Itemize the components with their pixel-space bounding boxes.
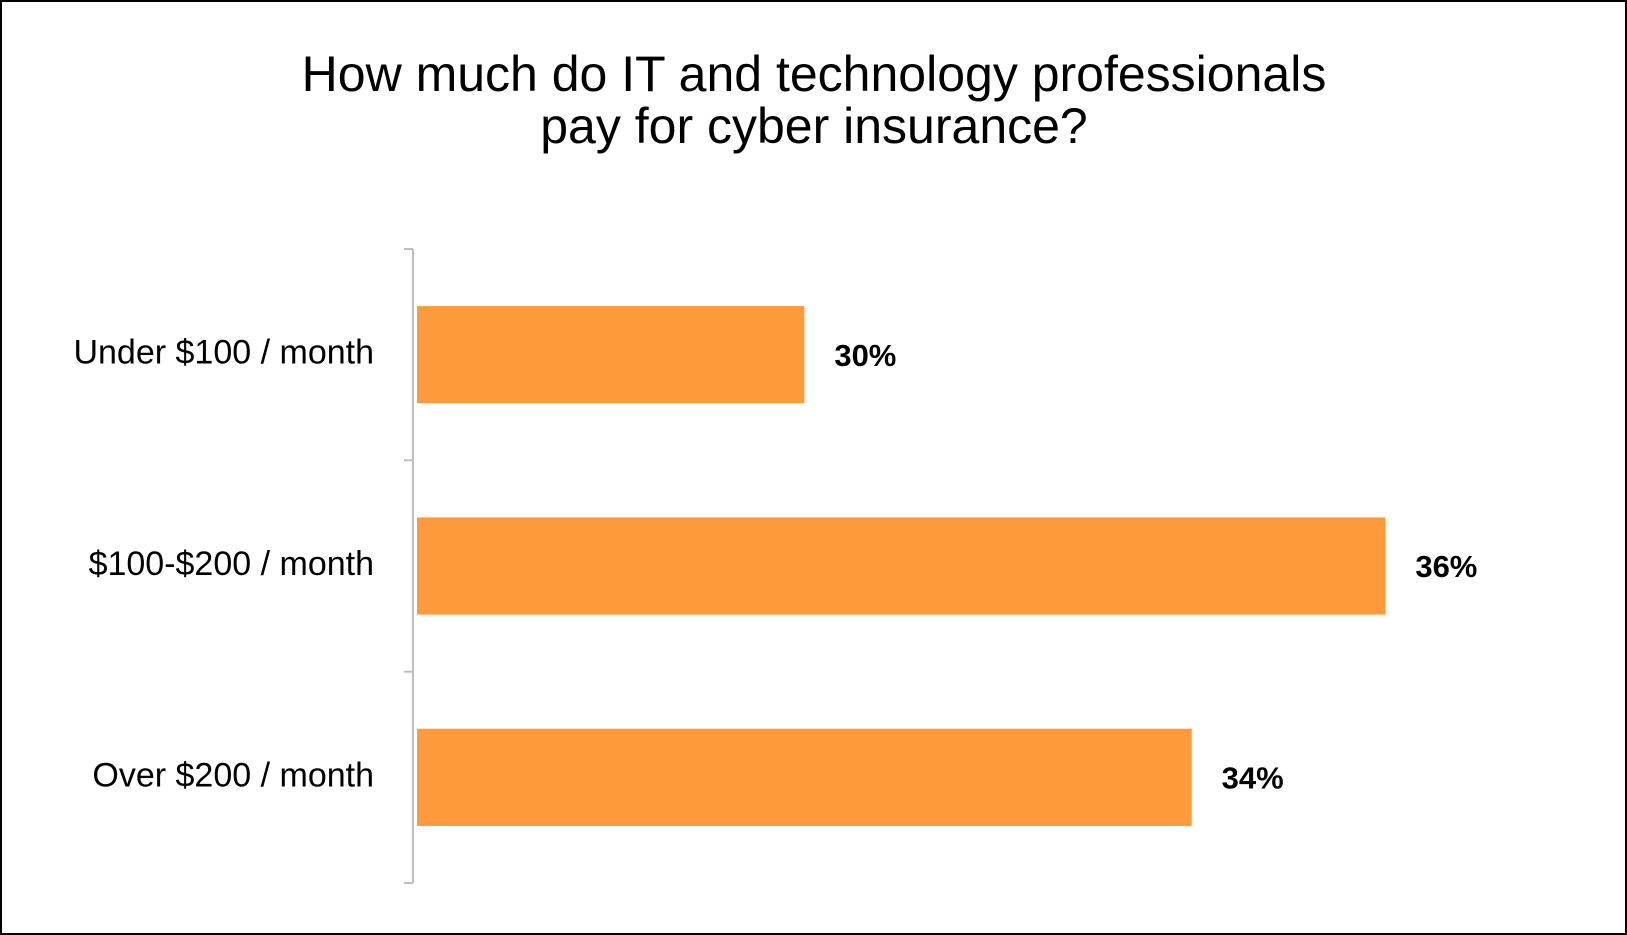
bar (417, 306, 805, 404)
chart-title: pay for cyber insurance? (540, 98, 1088, 154)
value-label: 30% (834, 338, 896, 373)
bar (417, 517, 1386, 615)
bar (417, 728, 1192, 826)
y-tick-label: Under $100 / month (73, 334, 374, 372)
y-tick-label: $100-$200 / month (89, 545, 374, 583)
chart-title: How much do IT and technology profession… (302, 46, 1327, 102)
y-tick-label: Over $200 / month (92, 756, 374, 794)
value-label: 34% (1222, 761, 1284, 796)
value-label: 36% (1415, 549, 1477, 584)
